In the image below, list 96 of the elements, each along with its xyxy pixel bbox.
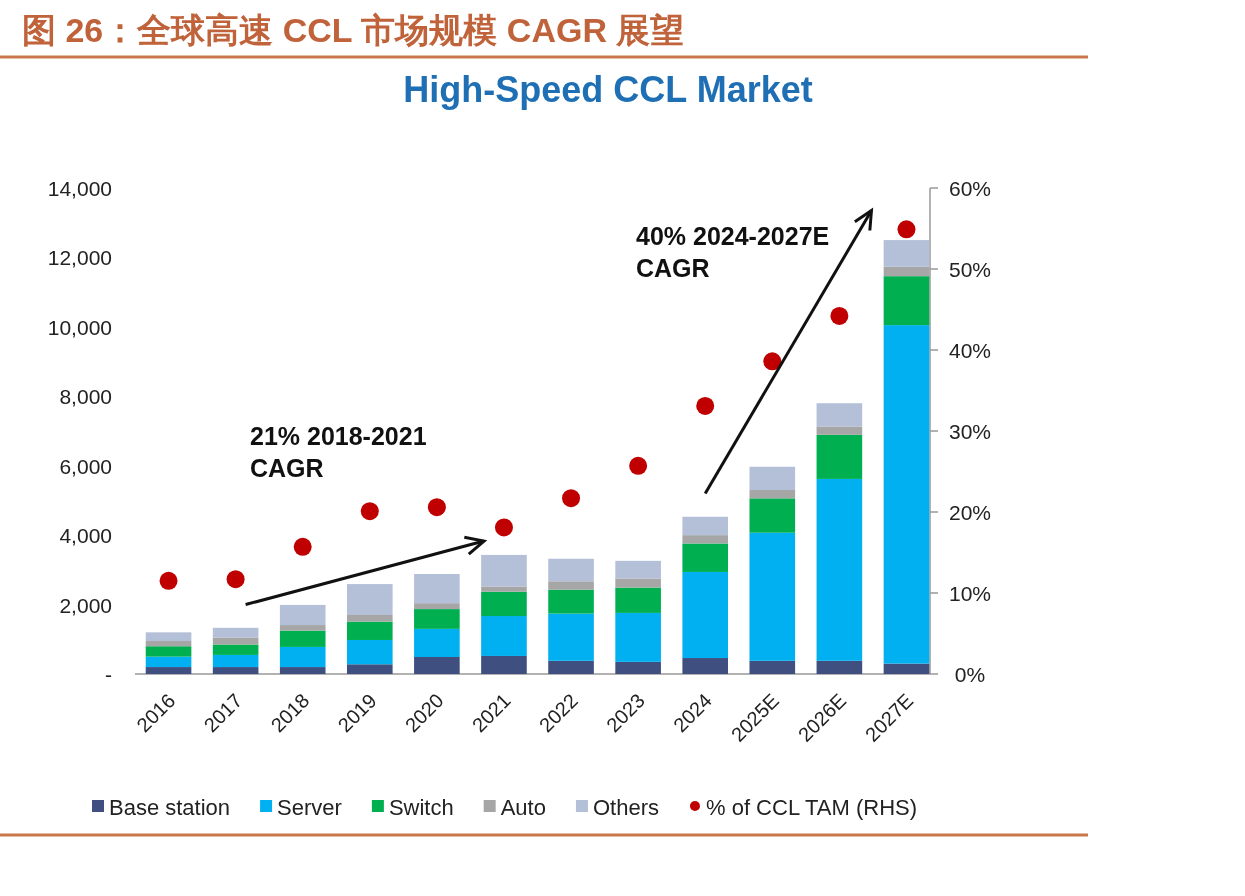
bar	[682, 571, 729, 659]
point	[830, 306, 849, 325]
y-tick-label: 12,000	[47, 246, 112, 270]
bar	[548, 589, 594, 614]
bar	[279, 646, 326, 668]
legend-label: Server	[277, 795, 342, 820]
bar	[481, 586, 527, 592]
y-tick-label: 2,000	[59, 593, 112, 617]
bar	[615, 612, 661, 662]
bar	[615, 587, 661, 613]
y-tick-label: 6,000	[59, 454, 112, 478]
bar	[414, 574, 460, 604]
point	[226, 570, 245, 589]
bar	[816, 660, 863, 674]
legend-label: Others	[592, 795, 659, 820]
point	[293, 537, 312, 556]
point	[897, 220, 916, 239]
bar	[212, 644, 259, 655]
annotation: 40% 2024-2027E CAGR	[636, 222, 830, 282]
point	[427, 498, 446, 517]
point	[629, 456, 648, 475]
bar	[145, 667, 192, 674]
bar	[682, 543, 729, 572]
y2-tick-label: 50%	[948, 258, 992, 281]
bar	[816, 478, 863, 661]
bar	[749, 466, 796, 491]
bar	[749, 490, 796, 499]
bar	[346, 664, 393, 674]
bar	[883, 663, 930, 674]
y-tick-label: 8,000	[59, 385, 112, 409]
bar	[414, 603, 460, 610]
y2-tick-label: 30%	[948, 420, 992, 443]
legend-label: % of CCL TAM (RHS)	[705, 795, 918, 820]
y2-tick-label: 0%	[954, 663, 986, 686]
bar	[346, 621, 393, 640]
bar	[749, 498, 796, 533]
bar	[212, 667, 259, 674]
y-tick-label: 14,000	[47, 177, 112, 200]
bar	[212, 627, 259, 638]
y2-tick-label: 10%	[948, 582, 992, 605]
bar	[749, 660, 796, 674]
bar	[145, 646, 192, 657]
bar	[883, 266, 930, 277]
bar	[414, 656, 460, 674]
y-tick-label: -	[105, 663, 112, 686]
bar	[145, 656, 192, 668]
bar	[883, 325, 930, 664]
bar	[548, 613, 594, 661]
bar	[548, 660, 594, 674]
bar	[481, 554, 527, 587]
bar	[212, 654, 259, 668]
y-tick-label: 10,000	[47, 315, 112, 339]
bar	[682, 535, 729, 544]
point	[763, 352, 782, 371]
point	[562, 489, 581, 508]
bar	[682, 658, 729, 674]
bar	[816, 426, 863, 435]
chart-title: 图 26：全球高速 CCL 市场规模 CAGR 展望	[22, 11, 685, 49]
bar	[615, 560, 661, 579]
bar	[279, 667, 326, 674]
y2-tick-label: 20%	[948, 501, 992, 524]
bar	[615, 578, 661, 588]
bar	[145, 632, 192, 642]
bar	[749, 532, 796, 661]
chart-subtitle: High-Speed CCL Market	[403, 69, 813, 110]
bar	[346, 584, 393, 615]
bar	[682, 516, 729, 536]
bar	[481, 616, 527, 656]
bar	[883, 276, 930, 326]
bar	[883, 240, 930, 267]
bar	[279, 625, 326, 631]
y2-tick-label: 60%	[948, 177, 992, 200]
bar	[279, 630, 326, 647]
bar	[145, 641, 192, 647]
bar	[346, 614, 393, 622]
legend-label: Auto	[500, 795, 546, 820]
bar	[615, 661, 661, 674]
bar	[816, 434, 863, 479]
bar	[481, 655, 527, 674]
annotation: 21% 2018-2021 CAGR	[250, 422, 427, 482]
bar	[548, 558, 594, 582]
bar	[816, 403, 863, 427]
bar	[346, 639, 393, 665]
bar	[414, 609, 460, 629]
bar	[279, 604, 326, 626]
y-tick-label: 4,000	[59, 524, 112, 548]
legend-label: Switch	[388, 795, 454, 820]
legend-label: Base station	[109, 795, 231, 820]
bar	[548, 581, 594, 590]
point	[159, 571, 178, 590]
bar	[481, 591, 527, 617]
bar	[414, 628, 460, 657]
point	[360, 502, 379, 521]
point	[494, 518, 513, 537]
y2-tick-label: 40%	[948, 339, 992, 362]
point	[696, 396, 715, 415]
